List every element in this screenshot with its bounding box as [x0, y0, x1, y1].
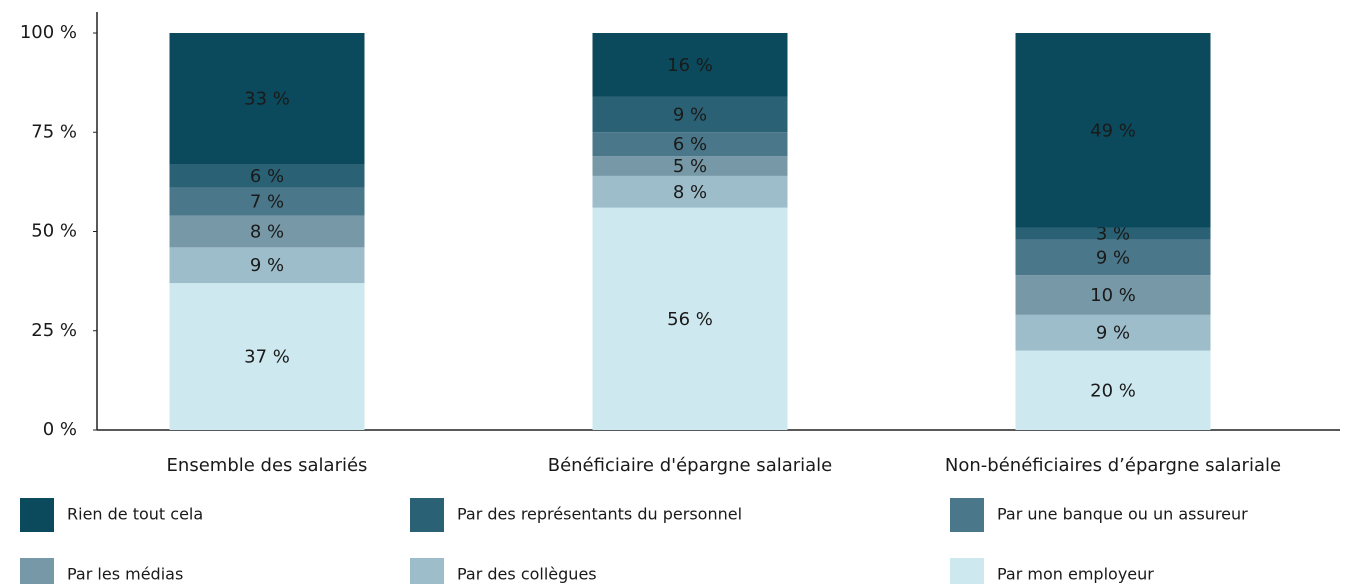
bar-segment	[1015, 314, 1211, 351]
bar-segment	[592, 156, 788, 176]
legend-label: Rien de tout cela	[67, 505, 203, 524]
data-label: 10 %	[1090, 285, 1136, 306]
bar-segment	[1015, 275, 1211, 315]
y-tick-label: 100 %	[20, 22, 77, 43]
bar-segment	[592, 132, 788, 157]
legend-label: Par les médias	[67, 565, 183, 584]
legend-label: Par des représentants du personnel	[457, 505, 742, 524]
legend-label: Par mon employeur	[997, 565, 1154, 584]
bar-segment	[592, 33, 788, 97]
data-label: 6 %	[673, 134, 707, 155]
legend-label: Par une banque ou un assureur	[997, 505, 1248, 524]
data-label: 20 %	[1090, 380, 1136, 401]
legend-swatch	[410, 558, 444, 584]
legend-swatch	[950, 498, 984, 532]
legend-swatch	[410, 498, 444, 532]
x-tick-label: Non-bénéficiaires d’épargne salariale	[945, 455, 1281, 476]
legend-swatch	[950, 558, 984, 584]
data-label: 8 %	[673, 182, 707, 203]
data-label: 9 %	[1096, 247, 1130, 268]
data-label: 37 %	[244, 347, 290, 368]
legend-label: Par des collègues	[457, 565, 597, 584]
data-label: 6 %	[250, 166, 284, 187]
data-label: 3 %	[1096, 223, 1130, 244]
bar-segment	[592, 175, 788, 208]
legend-swatch	[20, 498, 54, 532]
bar-segment	[169, 247, 365, 284]
bar-segment	[1015, 239, 1211, 276]
bar-segment	[592, 207, 788, 430]
data-label: 33 %	[244, 89, 290, 110]
data-label: 8 %	[250, 222, 284, 243]
y-tick-label: 25 %	[31, 320, 77, 341]
y-tick-label: 50 %	[31, 221, 77, 242]
data-label: 9 %	[250, 255, 284, 276]
data-label: 5 %	[673, 156, 707, 177]
bar-segment	[1015, 33, 1211, 228]
bar-segment	[169, 164, 365, 188]
bar-segment	[592, 96, 788, 133]
data-label: 56 %	[667, 309, 713, 330]
data-label: 16 %	[667, 55, 713, 76]
bar-segment	[169, 215, 365, 248]
legend-swatch	[20, 558, 54, 584]
data-label: 9 %	[673, 104, 707, 125]
bar-segment	[169, 283, 365, 430]
bar-segment	[1015, 227, 1211, 240]
data-label: 7 %	[250, 192, 284, 213]
bar-segment	[1015, 350, 1211, 430]
y-tick-label: 75 %	[31, 121, 77, 142]
y-tick-label: 0 %	[43, 419, 77, 440]
x-tick-label: Bénéficiaire d'épargne salariale	[548, 455, 833, 476]
bar-segment	[169, 33, 365, 165]
data-label: 49 %	[1090, 120, 1136, 141]
data-label: 9 %	[1096, 323, 1130, 344]
x-tick-label: Ensemble des salariés	[167, 455, 368, 476]
bar-segment	[169, 187, 365, 216]
